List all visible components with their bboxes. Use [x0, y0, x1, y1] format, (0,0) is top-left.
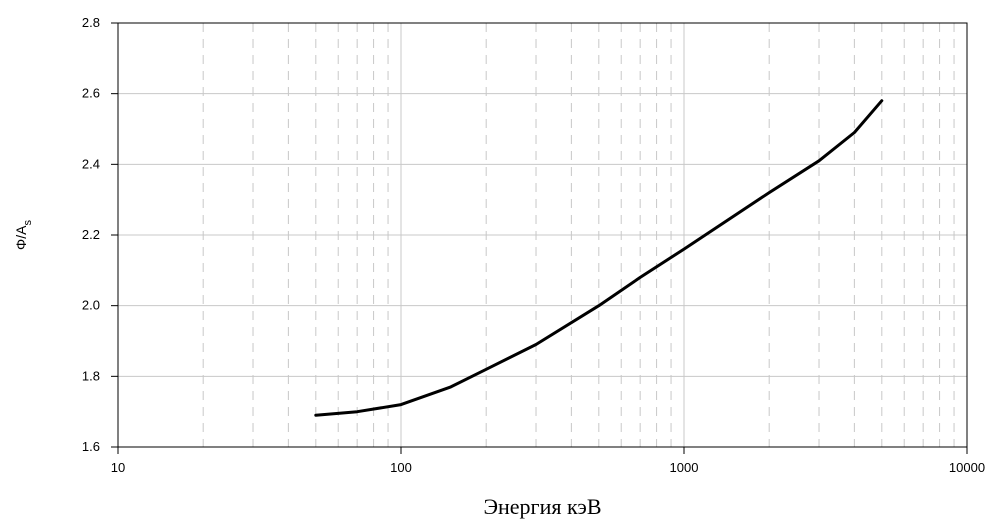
y-axis-label-main: Φ/A [13, 225, 29, 250]
tick-labels: 1.6 1.8 2.0 2.2 2.4 2.6 2.8 10 100 1000 10000 [82, 15, 985, 475]
x-axis-label: Энергия кэВ [484, 494, 602, 519]
y-tick-label: 1.6 [82, 439, 100, 454]
y-tick-label: 2.6 [82, 86, 100, 101]
y-tick-label: 2.4 [82, 156, 100, 171]
x-tick-label: 100 [390, 460, 412, 475]
x-tick-label: 10 [111, 460, 125, 475]
y-axis-label: Φ/As [13, 220, 34, 250]
y-tick-label: 2.2 [82, 227, 100, 242]
y-axis-label-subscript: s [22, 220, 34, 226]
x-tick-label: 10000 [949, 460, 985, 475]
y-tick-label: 1.8 [82, 368, 100, 383]
series-line [314, 99, 884, 417]
y-tick-label: 2.8 [82, 15, 100, 30]
grid [118, 23, 967, 447]
y-tick-label: 2.0 [82, 298, 100, 313]
x-tick-label: 1000 [670, 460, 699, 475]
axes [111, 22, 968, 454]
